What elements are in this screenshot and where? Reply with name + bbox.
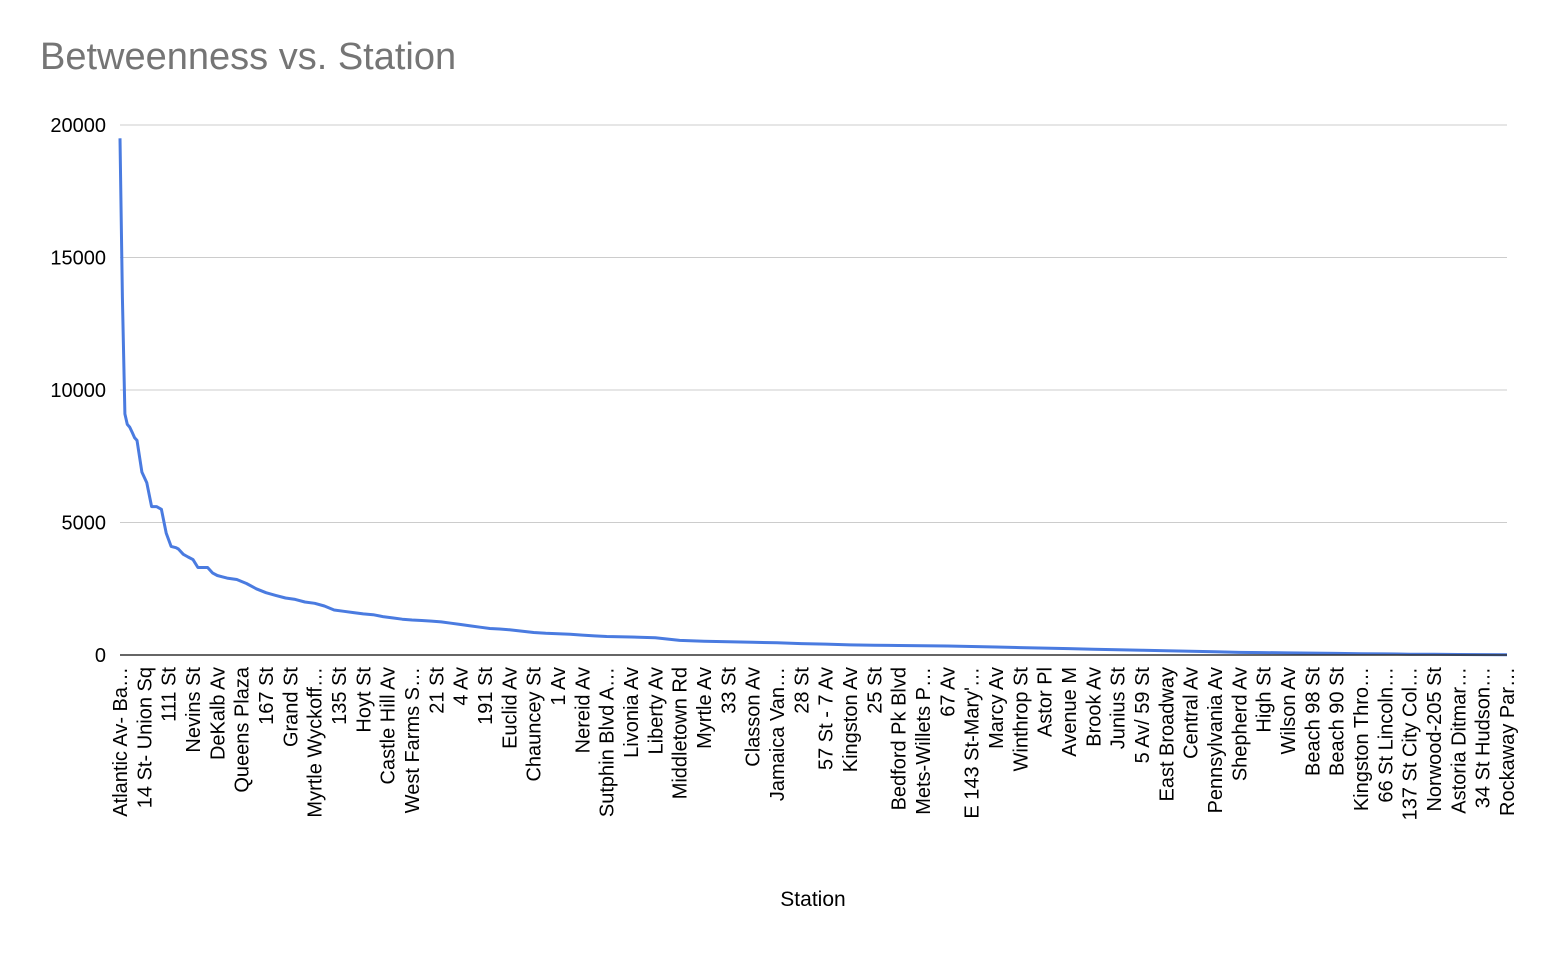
x-tick-label: Marcy Av [986,667,1008,749]
x-tick-label: 25 St [864,667,886,714]
x-tick-label: 14 St- Union Sq [134,667,156,808]
x-tick-label: 57 St - 7 Av [816,667,838,770]
x-tick-label: Castle Hill Av [378,667,400,784]
x-tick-label: Euclid Av [499,667,521,749]
x-tick-label: E 143 St-Mary'… [962,667,984,819]
x-tick-label: East Broadway [1156,667,1178,802]
x-tick-label: Myrtle Av [694,667,716,749]
x-tick-label: West Farms S… [402,667,424,813]
x-tick-label: Nevins St [183,667,205,753]
x-tick-label: Liberty Av [645,667,667,754]
x-tick-label: Beach 90 St [1327,667,1349,776]
x-tick-label: 5 Av/ 59 St [1132,667,1154,764]
x-tick-label: Nereid Av [572,667,594,753]
x-tick-label: Livonia Av [621,667,643,758]
x-tick-label: Winthrop St [1010,667,1032,772]
x-tick-label: Rockaway Par… [1497,667,1519,816]
y-tick-label: 5000 [62,513,107,535]
x-tick-label: 28 St [791,667,813,714]
x-tick-label: Avenue M [1059,667,1081,757]
x-tick-label: Beach 98 St [1302,667,1324,776]
x-tick-label: 21 St [426,667,448,714]
series-line-betweenness [118,138,1508,657]
x-tick-label: 111 St [159,667,181,722]
y-tick-label: 0 [95,645,106,667]
x-tick-label: 1 Av [548,667,570,706]
x-tick-label: Queens Plaza [232,666,254,793]
x-tick-label: 33 St [718,667,740,714]
x-tick-label: Norwood-205 St [1424,667,1446,812]
x-tick-label: 167 St [256,667,278,725]
x-tick-label: Kingston Av [840,667,862,772]
y-tick-label: 15000 [50,248,106,270]
x-tick-label: Grand St [280,667,302,747]
y-tick-label: 20000 [50,115,106,137]
x-tick-label: Myrtle Wyckoff… [305,667,327,818]
x-tick-label: Astoria Ditmar… [1448,667,1470,814]
x-tick-label: Brook Av [1083,667,1105,747]
x-tick-label: Kingston Thro… [1351,667,1373,811]
x-tick-label: Middletown Rd [670,667,692,799]
x-tick-label: Jamaica Van… [767,667,789,801]
x-tick-label: Junius St [1108,667,1130,750]
x-tick-label: 191 St [475,667,497,725]
x-tick-label: 4 Av [451,667,473,706]
x-tick-label: Pennsylvania Av [1205,667,1227,813]
x-tick-label: Mets-Willets P… [913,667,935,815]
series-layer [118,138,1508,657]
x-tick-label: 137 St City Col… [1400,667,1422,820]
x-tick-label: 34 St Hudson… [1473,667,1495,808]
x-tick-label: Bedford Pk Blvd [889,667,911,810]
x-tick-label: Astor Pl [1035,667,1057,737]
y-tick-label: 10000 [50,380,106,402]
x-axis-ticks: Atlantic Av- Ba… 14 St- Union Sq 111 St Nev… [110,666,1519,820]
x-tick-label: 135 St [329,667,351,725]
x-axis-label: Station [780,888,845,911]
x-tick-label: 67 Av [937,667,959,717]
x-tick-label: Hoyt St [353,667,375,733]
x-tick-label: Sutphin Blvd A… [597,667,619,817]
x-tick-label: Wilson Av [1278,667,1300,754]
y-axis-ticks: 0 5000 10000 15000 20000 [50,115,106,667]
x-tick-label: DeKalb Av [207,667,229,760]
x-tick-label: Shepherd Av [1229,667,1251,781]
grid-layer [120,124,1507,523]
x-tick-label: Classon Av [743,667,765,767]
x-tick-label: Chauncey St [524,667,546,782]
x-tick-label: High St [1254,667,1276,733]
x-tick-label: Atlantic Av- Ba… [110,667,132,817]
x-tick-label: Central Av [1181,667,1203,759]
x-tick-label: 66 St Lincoln… [1375,667,1397,803]
chart-title: Betweenness vs. Station [40,36,457,78]
